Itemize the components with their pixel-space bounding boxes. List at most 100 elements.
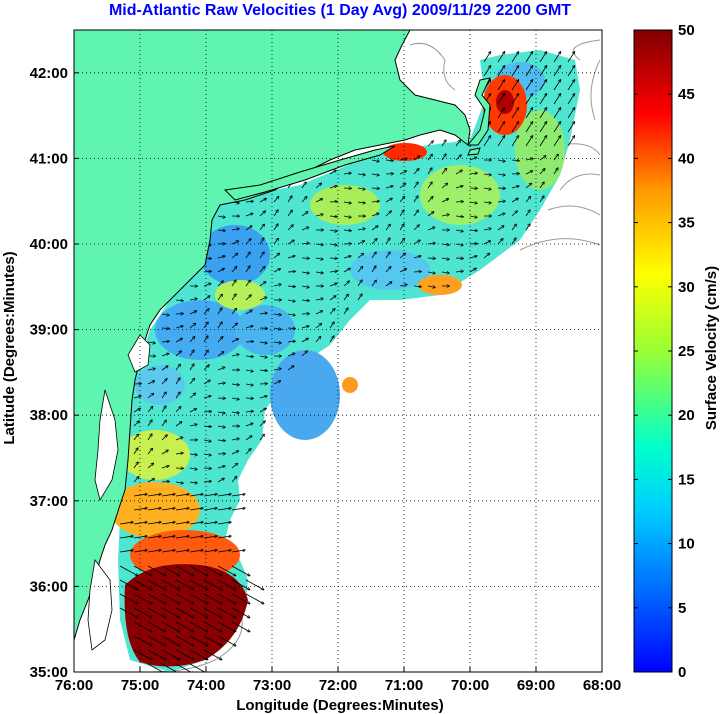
vector-arrow — [301, 286, 309, 287]
vector-arrow — [217, 308, 222, 315]
vector-arrow — [511, 186, 519, 189]
vector-arrow — [175, 422, 182, 427]
vector-arrow — [455, 244, 463, 245]
vector-arrow — [189, 350, 194, 357]
vector-arrow — [245, 579, 264, 590]
vector-arrow — [427, 243, 435, 244]
vector-arrow — [217, 440, 225, 441]
vector-arrow — [511, 160, 519, 161]
vector-arrow — [371, 252, 376, 259]
vector-arrow — [231, 309, 236, 315]
vector-arrow — [301, 227, 308, 231]
vector-arrow — [161, 406, 166, 413]
vector-arrow — [133, 421, 139, 427]
vector-arrow — [259, 421, 265, 427]
vector-arrow — [231, 384, 239, 385]
vector-arrow — [483, 229, 491, 230]
vector-arrow — [231, 621, 250, 632]
vector-arrow — [567, 108, 574, 119]
vector-arrow — [231, 241, 238, 245]
vector-arrow — [203, 593, 222, 604]
vector-arrow — [511, 211, 517, 217]
y-tick-label: 39:00 — [30, 322, 68, 339]
vector-arrow — [217, 466, 225, 469]
vector-arrow — [483, 174, 491, 175]
vector-arrow — [259, 342, 267, 343]
vector-arrow — [245, 295, 251, 301]
vector-arrow — [315, 244, 323, 245]
vector-arrow — [441, 199, 448, 203]
vector-arrow — [273, 269, 280, 273]
vector-arrow — [161, 607, 180, 618]
vector-arrow — [525, 122, 532, 133]
vector-arrow — [273, 314, 281, 315]
vector-arrow — [175, 392, 180, 399]
vector-arrow — [217, 294, 222, 301]
vector-arrow — [189, 311, 196, 315]
colorbar-gradient — [633, 29, 673, 673]
vector-arrow — [175, 338, 182, 343]
vector-arrow — [133, 550, 147, 553]
vector-arrow — [539, 80, 546, 91]
vector-arrow — [231, 593, 250, 604]
vector-arrow — [133, 448, 138, 455]
vector-arrow — [399, 159, 407, 160]
colorbar-tick-label: 50 — [678, 22, 695, 39]
peak-zone — [496, 90, 514, 114]
colorbar-tick-label: 10 — [678, 536, 695, 553]
vector-arrow — [161, 328, 169, 329]
vector-arrow — [231, 267, 236, 273]
vector-arrow — [357, 229, 365, 230]
vector-arrow — [371, 201, 379, 202]
vector-arrow — [329, 283, 337, 287]
vector-arrow — [161, 314, 169, 315]
vector-arrow — [231, 607, 250, 618]
vector-arrow — [441, 258, 449, 259]
vector-arrow — [217, 412, 225, 413]
vector-arrow — [203, 508, 217, 511]
x-tick-label: 69:00 — [517, 677, 555, 694]
vector-arrow — [147, 381, 154, 385]
vector-arrow — [329, 244, 337, 245]
vector-arrow — [161, 341, 169, 342]
slow-zone — [350, 250, 430, 290]
vector-arrow — [371, 213, 379, 217]
vector-arrow — [175, 522, 189, 525]
vector-arrow — [189, 324, 195, 329]
fast-zone — [342, 377, 358, 393]
vector-arrow — [273, 328, 281, 329]
vector-arrow — [497, 239, 503, 245]
vector-arrow — [329, 170, 336, 175]
vector-arrow — [203, 494, 217, 497]
vector-arrow — [343, 216, 351, 217]
vector-arrow — [497, 108, 504, 119]
vector-arrow — [147, 342, 155, 343]
vector-arrow — [189, 522, 203, 525]
colorbar-tick-label: 30 — [678, 279, 695, 296]
vector-arrow — [203, 284, 211, 287]
vector-arrow — [329, 336, 334, 343]
vector-arrow — [287, 300, 295, 301]
vector-arrow — [189, 379, 194, 385]
colorbar-tick-label: 25 — [678, 343, 695, 360]
vector-arrow — [147, 635, 166, 646]
colorbar: 0 5 10 15 20 25 30 35 40 45 50 Surface Velocity (c… — [633, 22, 720, 681]
vector-arrow — [133, 565, 152, 576]
vector-arrow — [273, 369, 281, 370]
vector-arrow — [455, 186, 463, 189]
vector-arrow — [273, 342, 281, 343]
vector-arrow — [189, 409, 196, 413]
vector-arrow — [217, 383, 225, 384]
peak-zone — [124, 564, 248, 667]
vector-arrow — [553, 108, 560, 119]
vector-arrow — [217, 522, 231, 525]
vector-arrow — [231, 339, 238, 343]
vector-arrow — [245, 423, 253, 427]
vector-arrow — [399, 184, 405, 189]
cape-cod — [466, 77, 491, 146]
vector-arrow — [343, 173, 351, 174]
vector-arrow — [161, 593, 180, 604]
vector-arrow — [427, 168, 432, 175]
vector-arrow — [301, 338, 308, 343]
vector-arrow — [511, 66, 518, 77]
